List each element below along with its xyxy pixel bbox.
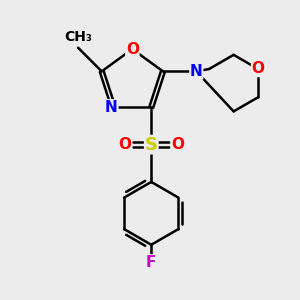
Text: O: O	[171, 137, 184, 152]
Text: N: N	[190, 64, 203, 79]
Text: N: N	[105, 100, 118, 115]
Text: F: F	[146, 255, 156, 270]
Text: O: O	[118, 137, 131, 152]
Text: CH₃: CH₃	[64, 30, 92, 44]
Text: S: S	[145, 136, 158, 154]
Text: O: O	[252, 61, 265, 76]
Text: O: O	[126, 42, 139, 57]
